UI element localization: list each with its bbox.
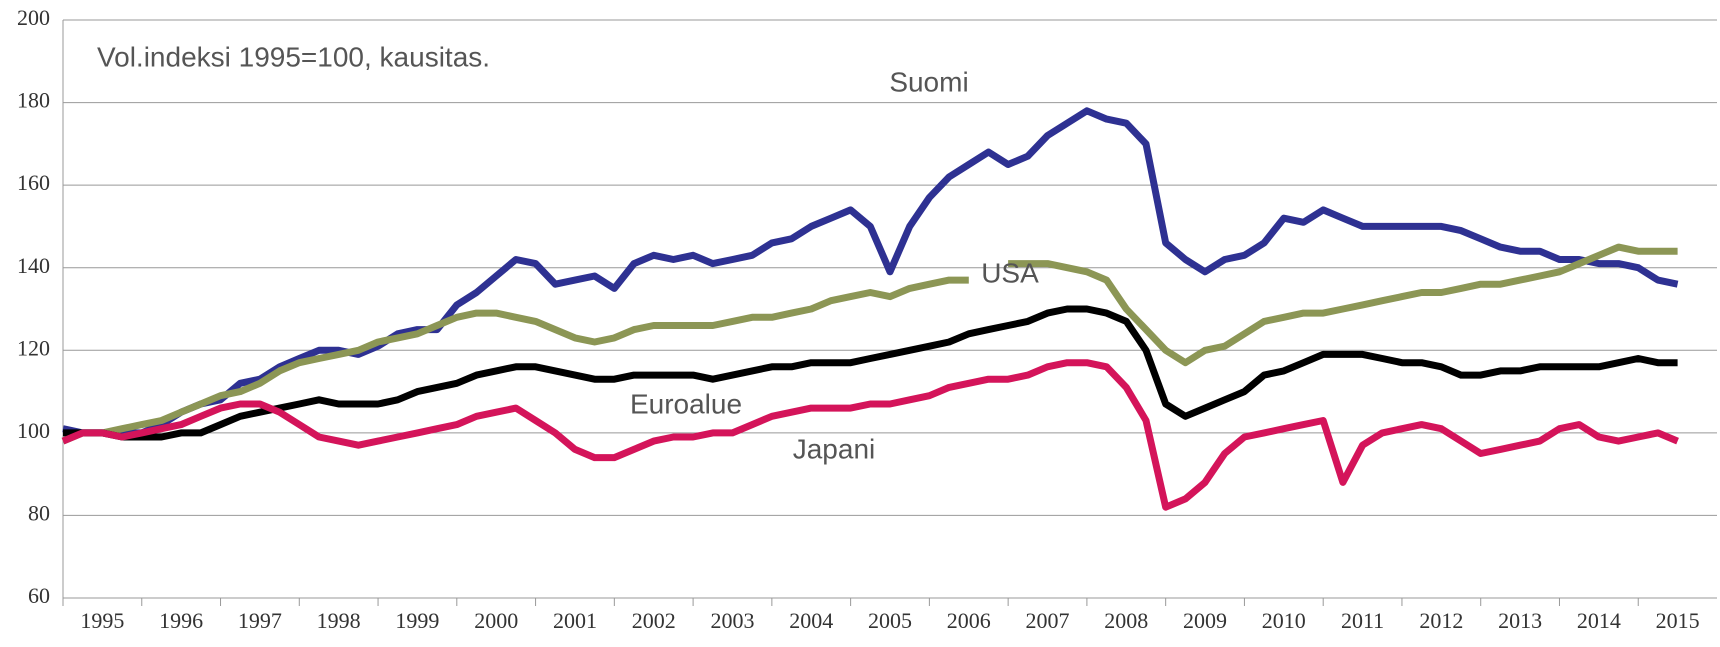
chart-title: Vol.indeksi 1995=100, kausitas.: [97, 41, 490, 72]
y-tick-label: 160: [17, 170, 50, 195]
x-tick-label: 1999: [395, 608, 439, 633]
x-tick-label: 2002: [632, 608, 676, 633]
series-line: [61, 243, 1678, 445]
x-tick-label: 2000: [474, 608, 518, 633]
x-tick-label: 2012: [1419, 608, 1463, 633]
x-tick-label: 2007: [1026, 608, 1070, 633]
x-tick-label: 2003: [710, 608, 754, 633]
x-tick-label: 2011: [1341, 608, 1384, 633]
x-tick-label: 2013: [1498, 608, 1542, 633]
x-tick-label: 1998: [317, 608, 361, 633]
y-tick-label: 140: [17, 253, 50, 278]
series-label: Suomi: [889, 66, 968, 97]
x-tick-label: 2015: [1656, 608, 1700, 633]
x-tick-label: 2005: [868, 608, 912, 633]
x-tick-label: 2006: [947, 608, 991, 633]
y-tick-label: 180: [17, 88, 50, 113]
series-line: [63, 305, 1678, 441]
x-tick-label: 1997: [238, 608, 282, 633]
x-tick-label: 2010: [1262, 608, 1306, 633]
y-tick-label: 60: [28, 583, 50, 608]
x-tick-label: 2001: [553, 608, 597, 633]
x-tick-label: 2008: [1104, 608, 1148, 633]
series-label: Euroalue: [630, 388, 742, 419]
y-tick-label: 100: [17, 418, 50, 443]
series-label: Japani: [793, 433, 876, 464]
y-tick-label: 80: [28, 500, 50, 525]
x-tick-label: 1995: [80, 608, 124, 633]
x-tick-label: 1996: [159, 608, 203, 633]
x-tick-label: 2009: [1183, 608, 1227, 633]
y-tick-label: 200: [17, 5, 50, 30]
x-tick-label: 2004: [789, 608, 833, 633]
x-tick-label: 2014: [1577, 608, 1621, 633]
y-tick-label: 120: [17, 335, 50, 360]
series-line: [62, 107, 1679, 437]
series-line: [61, 359, 1679, 511]
series-label: USA: [981, 257, 1039, 288]
